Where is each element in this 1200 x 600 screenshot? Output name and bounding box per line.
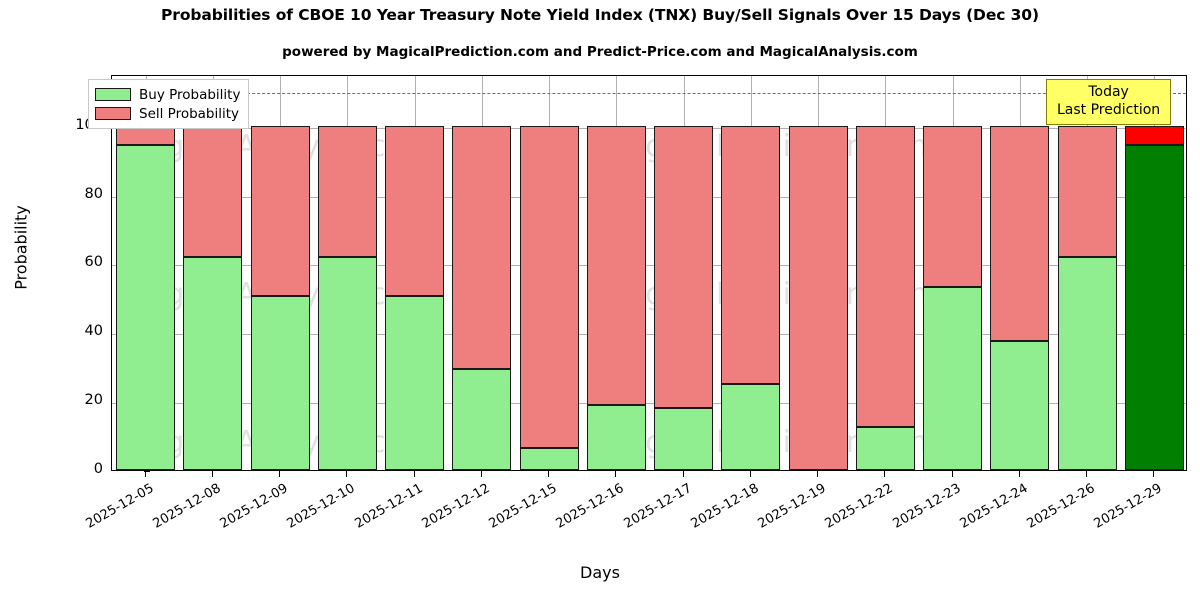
x-tick-mark <box>951 471 953 477</box>
x-tick-mark <box>749 471 751 477</box>
x-tick-mark <box>817 471 819 477</box>
bar-2025-12-29[interactable] <box>1124 76 1184 470</box>
bar-segment-buy[interactable] <box>586 404 646 470</box>
legend-swatch-buy <box>95 88 131 101</box>
bar-segment-sell[interactable] <box>183 125 243 257</box>
bar-segment-sell[interactable] <box>721 125 781 384</box>
gridline-horizontal <box>112 265 1186 267</box>
bar-segment-buy[interactable] <box>654 408 714 470</box>
bar-segment-buy[interactable] <box>250 296 310 470</box>
x-tick-mark <box>548 471 550 477</box>
x-tick-mark <box>346 471 348 477</box>
bar-segment-buy[interactable] <box>116 145 176 470</box>
bar-segment-buy[interactable] <box>317 256 377 470</box>
bar-segment-buy[interactable] <box>855 427 915 470</box>
bar-segment-sell[interactable] <box>788 125 848 470</box>
bar-2025-12-18[interactable] <box>721 76 781 470</box>
y-tick-label: 20 <box>84 392 103 409</box>
x-tick-mark <box>1018 471 1020 477</box>
legend-item-sell: Sell Probability <box>95 104 240 123</box>
bar-segment-buy[interactable] <box>721 383 781 470</box>
x-tick-mark <box>1086 471 1088 477</box>
bar-segment-buy[interactable] <box>452 369 512 470</box>
x-tick-mark <box>1153 471 1155 477</box>
bar-2025-12-11[interactable] <box>385 76 445 470</box>
x-tick-mark <box>480 471 482 477</box>
gridline-horizontal <box>112 403 1186 405</box>
bar-2025-12-16[interactable] <box>586 76 646 470</box>
bar-2025-12-24[interactable] <box>990 76 1050 470</box>
y-tick-label: 40 <box>84 323 103 340</box>
today-annotation-line2: Last Prediction <box>1057 102 1161 118</box>
gridline-horizontal <box>112 127 1186 129</box>
bar-segment-sell[interactable] <box>385 125 445 297</box>
legend-label-buy: Buy Probability <box>139 86 241 103</box>
bar-2025-12-15[interactable] <box>519 76 579 470</box>
bar-segment-sell[interactable] <box>855 125 915 428</box>
bar-segment-sell[interactable] <box>1124 125 1184 146</box>
reference-dashed-line <box>112 93 1186 95</box>
bar-segment-sell[interactable] <box>990 125 1050 341</box>
bar-segment-buy[interactable] <box>519 448 579 470</box>
bar-2025-12-17[interactable] <box>654 76 714 470</box>
bar-2025-12-19[interactable] <box>788 76 848 470</box>
x-tick-mark <box>144 471 146 477</box>
x-tick-mark <box>615 471 617 477</box>
bar-segment-sell[interactable] <box>250 125 310 297</box>
bar-segment-buy[interactable] <box>923 286 983 470</box>
y-axis-label: Probability <box>11 205 31 290</box>
x-tick-mark <box>884 471 886 477</box>
bar-2025-12-10[interactable] <box>317 76 377 470</box>
y-tick-mark <box>144 471 150 472</box>
chart-subtitle: powered by MagicalPrediction.com and Pre… <box>282 44 918 60</box>
bar-segment-buy[interactable] <box>385 296 445 470</box>
bar-segment-buy[interactable] <box>1124 145 1184 470</box>
x-axis-label: Days <box>580 563 620 582</box>
today-annotation: Today Last Prediction <box>1046 79 1172 125</box>
bar-2025-12-05[interactable] <box>116 76 176 470</box>
chart-legend: Buy Probability Sell Probability <box>88 79 250 129</box>
bar-segment-sell[interactable] <box>923 125 983 287</box>
gridline-horizontal <box>112 196 1186 198</box>
x-tick-mark <box>682 471 684 477</box>
bar-2025-12-22[interactable] <box>855 76 915 470</box>
legend-label-sell: Sell Probability <box>139 105 240 122</box>
bar-2025-12-08[interactable] <box>183 76 243 470</box>
bar-segment-sell[interactable] <box>317 125 377 257</box>
bar-segment-sell[interactable] <box>654 125 714 409</box>
plot-area: MagicalAnalysis.comMagicalPrediction.com… <box>111 75 1187 471</box>
bar-segment-buy[interactable] <box>183 256 243 470</box>
bar-2025-12-12[interactable] <box>452 76 512 470</box>
bar-segment-sell[interactable] <box>1057 125 1117 257</box>
bar-segment-buy[interactable] <box>1057 256 1117 470</box>
y-tick-label: 60 <box>84 254 103 271</box>
y-tick-label: 0 <box>93 461 103 477</box>
x-tick-mark <box>211 471 213 477</box>
y-tick-label: 80 <box>84 185 103 202</box>
x-tick-mark <box>413 471 415 477</box>
legend-item-buy: Buy Probability <box>95 85 240 104</box>
bar-segment-buy[interactable] <box>990 340 1050 470</box>
today-annotation-line1: Today <box>1088 84 1129 100</box>
bar-segment-sell[interactable] <box>586 125 646 405</box>
gridline-horizontal <box>112 334 1186 336</box>
bar-segment-sell[interactable] <box>519 125 579 449</box>
legend-swatch-sell <box>95 107 131 120</box>
bar-segment-sell[interactable] <box>452 125 512 370</box>
bar-2025-12-09[interactable] <box>250 76 310 470</box>
chart-title: Probabilities of CBOE 10 Year Treasury N… <box>161 6 1039 24</box>
x-tick-mark <box>279 471 281 477</box>
bar-2025-12-23[interactable] <box>923 76 983 470</box>
bar-2025-12-26[interactable] <box>1057 76 1117 470</box>
